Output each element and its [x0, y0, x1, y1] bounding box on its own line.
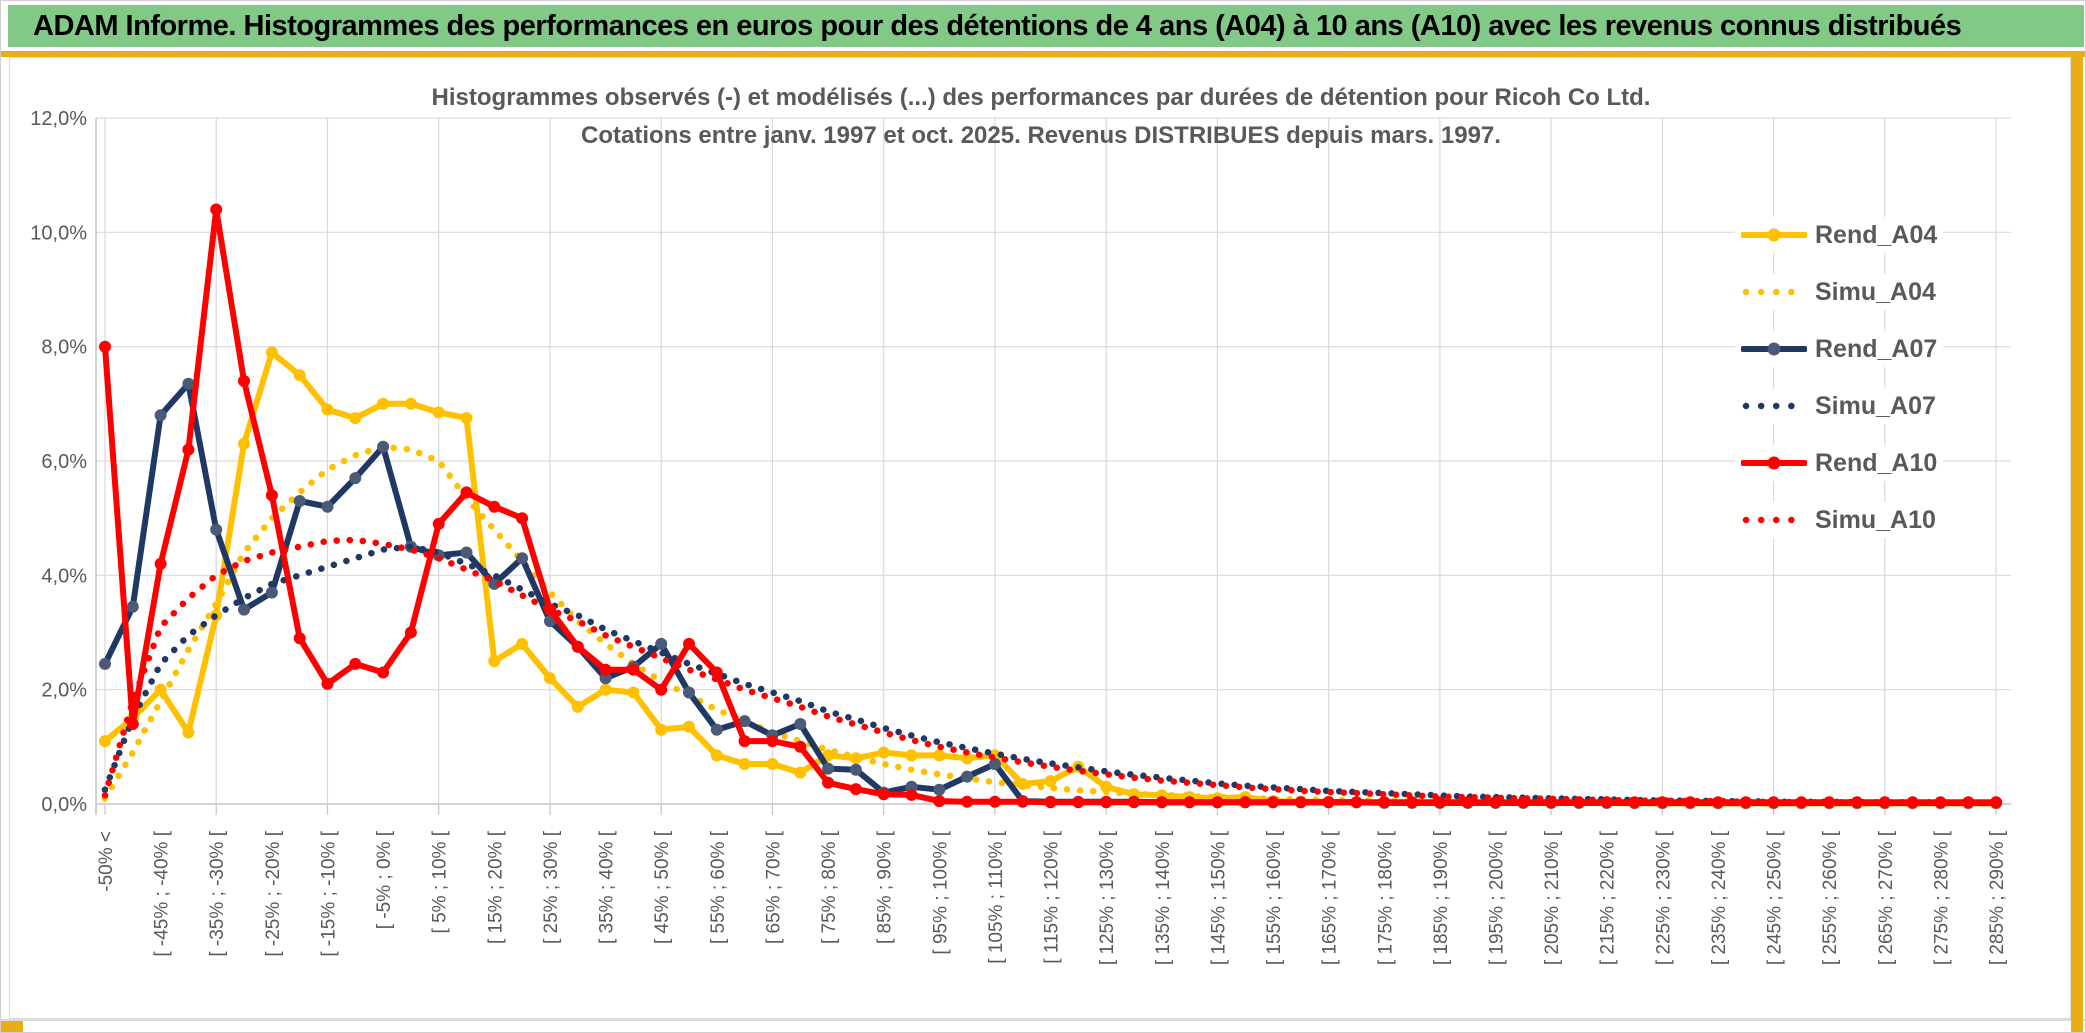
svg-text:[ -5% ; 0% [: [ -5% ; 0% [ [374, 830, 395, 929]
svg-text:[ 215% ; 220% [: [ 215% ; 220% [ [1598, 830, 1619, 965]
legend-label: Rend_A10 [1815, 448, 1938, 477]
svg-text:[ -25% ; -20% [: [ -25% ; -20% [ [263, 830, 284, 956]
svg-text:[ 235% ; 240% [: [ 235% ; 240% [ [1709, 830, 1730, 965]
legend-label: Simu_A04 [1815, 277, 1936, 306]
svg-text:2,0%: 2,0% [41, 680, 87, 702]
legend-item-simu-a04[interactable]: Simu_A04 [1735, 274, 1942, 310]
svg-text:[ 65% ; 70% [: [ 65% ; 70% [ [763, 830, 784, 944]
header-banner: ADAM Informe. Histogrammes des performan… [8, 5, 2084, 47]
legend-label: Rend_A07 [1815, 334, 1938, 363]
legend-item-simu-a10[interactable]: Simu_A10 [1735, 502, 1942, 538]
legend-sample-simu-a04-line [1741, 284, 1809, 300]
svg-text:0,0%: 0,0% [41, 794, 87, 816]
legend-sample-rend-a07-line [1740, 341, 1808, 357]
legend-label: Simu_A07 [1815, 391, 1936, 420]
svg-text:[ -45% ; -40% [: [ -45% ; -40% [ [152, 830, 173, 956]
svg-text:[ 105% ; 110% [: [ 105% ; 110% [ [986, 830, 1007, 963]
gold-corner-bottom-left [1, 1021, 23, 1032]
svg-text:[ 15% ; 20% [: [ 15% ; 20% [ [485, 830, 506, 944]
svg-text:[ 95% ; 100% [: [ 95% ; 100% [ [930, 830, 951, 954]
svg-text:[ 155% ; 160% [: [ 155% ; 160% [ [1264, 830, 1285, 965]
svg-text:[ 5% ; 10% [: [ 5% ; 10% [ [430, 830, 451, 933]
legend-label: Rend_A04 [1815, 220, 1938, 249]
chart-area[interactable] [9, 57, 2071, 1019]
svg-text:4,0%: 4,0% [41, 565, 87, 587]
chart-title: Histogrammes observés (-) et modélisés (… [301, 79, 1781, 155]
svg-text:[ 175% ; 180% [: [ 175% ; 180% [ [1375, 830, 1396, 965]
page-title: ADAM Informe. Histogrammes des performan… [33, 9, 1962, 42]
svg-text:[ 115% ; 120% [: [ 115% ; 120% [ [1042, 830, 1063, 963]
svg-text:[ 55% ; 60% [: [ 55% ; 60% [ [708, 830, 729, 944]
svg-text:[ 185% ; 190% [: [ 185% ; 190% [ [1431, 830, 1452, 965]
svg-text:[ -35% ; -30% [: [ -35% ; -30% [ [207, 830, 228, 956]
chart-title-line1: Histogrammes observés (-) et modélisés (… [431, 84, 1651, 111]
svg-text:[ 35% ; 40% [: [ 35% ; 40% [ [597, 830, 618, 944]
gold-border-right [2071, 51, 2083, 1032]
svg-text:-50% <: -50% < [96, 831, 117, 892]
legend-label: Simu_A10 [1815, 505, 1936, 534]
legend-item-rend-a07[interactable]: Rend_A07 [1735, 331, 1944, 367]
svg-text:[ 285% ; 290% [: [ 285% ; 290% [ [1987, 830, 2008, 965]
svg-text:[ 135% ; 140% [: [ 135% ; 140% [ [1153, 830, 1174, 965]
svg-text:[ 85% ; 90% [: [ 85% ; 90% [ [875, 830, 896, 944]
legend-item-rend-a04[interactable]: Rend_A04 [1735, 217, 1944, 253]
svg-text:[ 245% ; 250% [: [ 245% ; 250% [ [1765, 830, 1786, 965]
gold-border-top [1, 51, 2085, 57]
legend-sample-simu-a10-line [1741, 512, 1809, 528]
chart-title-line2: Cotations entre janv. 1997 et oct. 2025.… [581, 122, 1501, 149]
svg-text:[ 145% ; 150% [: [ 145% ; 150% [ [1208, 830, 1229, 965]
svg-text:[ 45% ; 50% [: [ 45% ; 50% [ [652, 830, 673, 944]
svg-text:[ 265% ; 270% [: [ 265% ; 270% [ [1876, 830, 1897, 965]
bottom-divider [1, 1019, 2085, 1021]
svg-text:[ 25% ; 30% [: [ 25% ; 30% [ [541, 830, 562, 944]
svg-text:6,0%: 6,0% [41, 451, 87, 473]
legend-sample-rend-a10-line [1740, 455, 1808, 471]
legend-sample-rend-a04-line [1740, 227, 1808, 243]
svg-text:[ 275% ; 280% [: [ 275% ; 280% [ [1932, 830, 1953, 965]
svg-text:8,0%: 8,0% [41, 337, 87, 359]
svg-text:[ -15% ; -10% [: [ -15% ; -10% [ [319, 830, 340, 956]
svg-text:10,0%: 10,0% [30, 222, 87, 244]
legend-sample-simu-a07-line [1741, 398, 1809, 414]
svg-text:[ 255% ; 260% [: [ 255% ; 260% [ [1820, 830, 1841, 965]
legend-item-rend-a10[interactable]: Rend_A10 [1735, 445, 1944, 481]
svg-text:[ 165% ; 170% [: [ 165% ; 170% [ [1320, 830, 1341, 965]
svg-text:12,0%: 12,0% [30, 108, 87, 130]
svg-text:[ 195% ; 200% [: [ 195% ; 200% [ [1487, 830, 1508, 965]
svg-text:[ 225% ; 230% [: [ 225% ; 230% [ [1653, 830, 1674, 965]
svg-text:[ 75% ; 80% [: [ 75% ; 80% [ [819, 830, 840, 944]
svg-text:[ 205% ; 210% [: [ 205% ; 210% [ [1542, 830, 1563, 965]
svg-text:[ 125% ; 130% [: [ 125% ; 130% [ [1097, 830, 1118, 965]
legend-item-simu-a07[interactable]: Simu_A07 [1735, 388, 1942, 424]
